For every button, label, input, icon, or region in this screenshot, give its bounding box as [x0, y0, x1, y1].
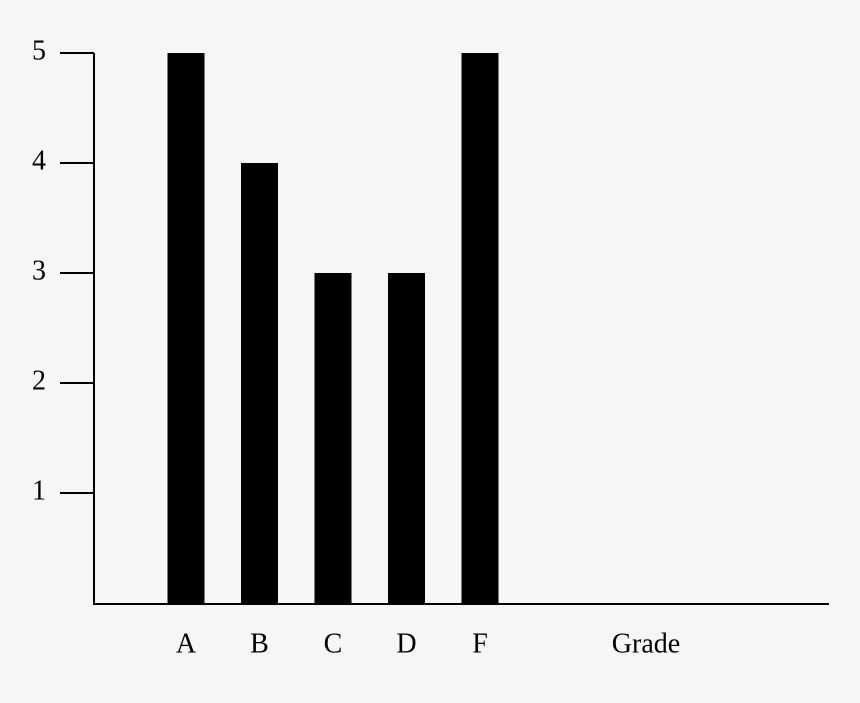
- x-tick-label: F: [472, 628, 488, 659]
- x-axis-label: Grade: [612, 628, 680, 659]
- bar: [241, 163, 278, 603]
- y-tick-label: 2: [32, 365, 46, 396]
- bar: [167, 53, 205, 603]
- x-tick-label: A: [176, 628, 197, 659]
- y-tick-label: 5: [32, 35, 46, 66]
- x-tick-label: C: [324, 628, 343, 659]
- x-tick-label: B: [250, 628, 269, 659]
- bar: [314, 273, 352, 603]
- bar: [388, 273, 425, 603]
- y-tick-label: 1: [32, 475, 46, 506]
- bar: [461, 53, 499, 603]
- y-tick-label: 3: [32, 255, 46, 286]
- x-tick-label: D: [396, 628, 416, 659]
- y-tick-label: 4: [32, 145, 46, 176]
